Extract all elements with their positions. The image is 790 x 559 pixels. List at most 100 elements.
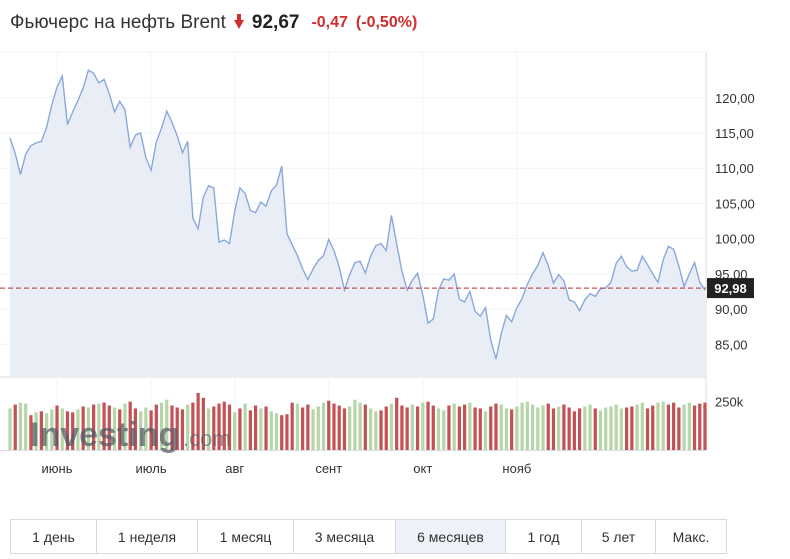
- volume-bar: [76, 409, 80, 450]
- volume-bar: [280, 415, 284, 450]
- volume-bar: [233, 412, 237, 450]
- range-5y-button[interactable]: 5 лет: [582, 520, 656, 553]
- volume-bar: [123, 403, 127, 450]
- volume-bar: [536, 407, 540, 450]
- volume-bar: [24, 403, 28, 450]
- volume-bar: [463, 404, 467, 450]
- x-tick-label: окт: [413, 461, 432, 476]
- volume-bar: [118, 409, 122, 450]
- volume-bar: [436, 408, 441, 450]
- volume-bar: [598, 410, 603, 450]
- last-price: 92,67: [251, 12, 300, 33]
- volume-bar: [468, 402, 472, 450]
- volume-bar: [8, 408, 12, 450]
- volume-bar: [625, 407, 629, 450]
- volume-bar: [238, 408, 242, 450]
- range-1w-button[interactable]: 1 неделя: [97, 520, 198, 553]
- range-3m-button[interactable]: 3 месяца: [294, 520, 396, 553]
- volume-bar: [656, 402, 660, 450]
- volume-bar: [640, 402, 644, 450]
- x-tick-label: июль: [136, 461, 167, 476]
- volume-bar: [666, 404, 671, 450]
- volume-bar: [567, 407, 571, 450]
- volume-bar: [91, 404, 96, 450]
- volume-bar: [389, 403, 394, 450]
- volume-bar: [368, 408, 373, 450]
- volume-bar: [651, 405, 655, 450]
- volume-bar: [426, 401, 430, 450]
- volume-bar: [452, 403, 456, 450]
- range-1m-button[interactable]: 1 месяц: [198, 520, 294, 553]
- volume-bar: [410, 404, 414, 450]
- volume-bar: [457, 406, 462, 450]
- volume-bar: [327, 400, 331, 450]
- volume-bar: [175, 407, 179, 450]
- volume-bar: [609, 406, 613, 450]
- volume-bar: [703, 402, 707, 450]
- volume-bar: [348, 406, 352, 450]
- volume-bar: [682, 404, 686, 450]
- volume-bar: [102, 402, 106, 450]
- volume-bar: [253, 405, 258, 450]
- price-line: [9, 69, 706, 360]
- x-tick-label: нояб: [502, 461, 531, 476]
- volume-bar: [661, 401, 665, 450]
- price-chart[interactable]: Investing .com 120,00 115,00 110,00 105,00 1…: [0, 0, 790, 515]
- y-tick-label: 110,00: [715, 161, 754, 176]
- volume-bar: [332, 403, 336, 450]
- range-max-button[interactable]: Макс.: [656, 520, 726, 553]
- volume-bar: [551, 408, 556, 450]
- x-axis-ticks: июнь июль авг сент окт нояб: [42, 461, 532, 476]
- volume-bar: [285, 414, 289, 450]
- current-price-value: 92,98: [714, 281, 747, 296]
- volume-bar: [306, 404, 310, 450]
- volume-bar: [97, 403, 101, 450]
- volume-bar: [489, 406, 493, 450]
- range-1d-button[interactable]: 1 день: [11, 520, 97, 553]
- volume-bar: [541, 405, 545, 450]
- current-price-label-bg: [707, 278, 754, 299]
- watermark-suffix: .com: [183, 426, 231, 451]
- volume-bar: [243, 403, 247, 450]
- volume-bar: [107, 405, 111, 450]
- volume-bar: [13, 404, 17, 450]
- volume-bar: [572, 411, 576, 450]
- volume-bar: [421, 402, 425, 450]
- volume-bar: [379, 410, 383, 450]
- volume-bar: [29, 415, 33, 450]
- volume-bar: [206, 408, 211, 450]
- volume-bar: [112, 407, 117, 450]
- volume-bar: [447, 405, 451, 450]
- volume-bar: [630, 406, 634, 450]
- volume-bar: [374, 411, 378, 450]
- volume-axis: 250k: [715, 395, 744, 410]
- volume-bar: [18, 402, 23, 450]
- volume-bar: [635, 404, 639, 450]
- volume-bar: [149, 410, 153, 450]
- volume-bar: [478, 408, 482, 450]
- time-range-selector: 1 день 1 неделя 1 месяц 3 месяца 6 месяц…: [10, 519, 727, 554]
- y-tick-label: 105,00: [715, 196, 755, 211]
- volume-bar: [60, 408, 64, 450]
- volume-bar: [191, 402, 195, 450]
- down-arrow-icon: [233, 13, 244, 29]
- volume-bar: [170, 405, 174, 450]
- volume-bar: [483, 411, 488, 450]
- volume-bar: [525, 401, 529, 450]
- volume-bar: [34, 412, 38, 450]
- volume-tick-label: 250k: [715, 395, 744, 410]
- volume-bar: [311, 409, 315, 450]
- volume-bar: [301, 407, 305, 450]
- x-tick-label: авг: [225, 461, 244, 476]
- volume-bar: [55, 405, 59, 450]
- volume-bar: [645, 408, 650, 450]
- volume-bar: [363, 404, 367, 450]
- volume-bar: [384, 406, 388, 450]
- volume-bar: [557, 406, 561, 450]
- range-1y-button[interactable]: 1 год: [506, 520, 582, 553]
- volume-bar: [619, 408, 624, 450]
- current-price-label: 92,98: [707, 278, 754, 299]
- volume-bar: [144, 407, 148, 450]
- y-tick-label: 90,00: [715, 302, 748, 317]
- range-6m-button[interactable]: 6 месяцев: [396, 520, 506, 553]
